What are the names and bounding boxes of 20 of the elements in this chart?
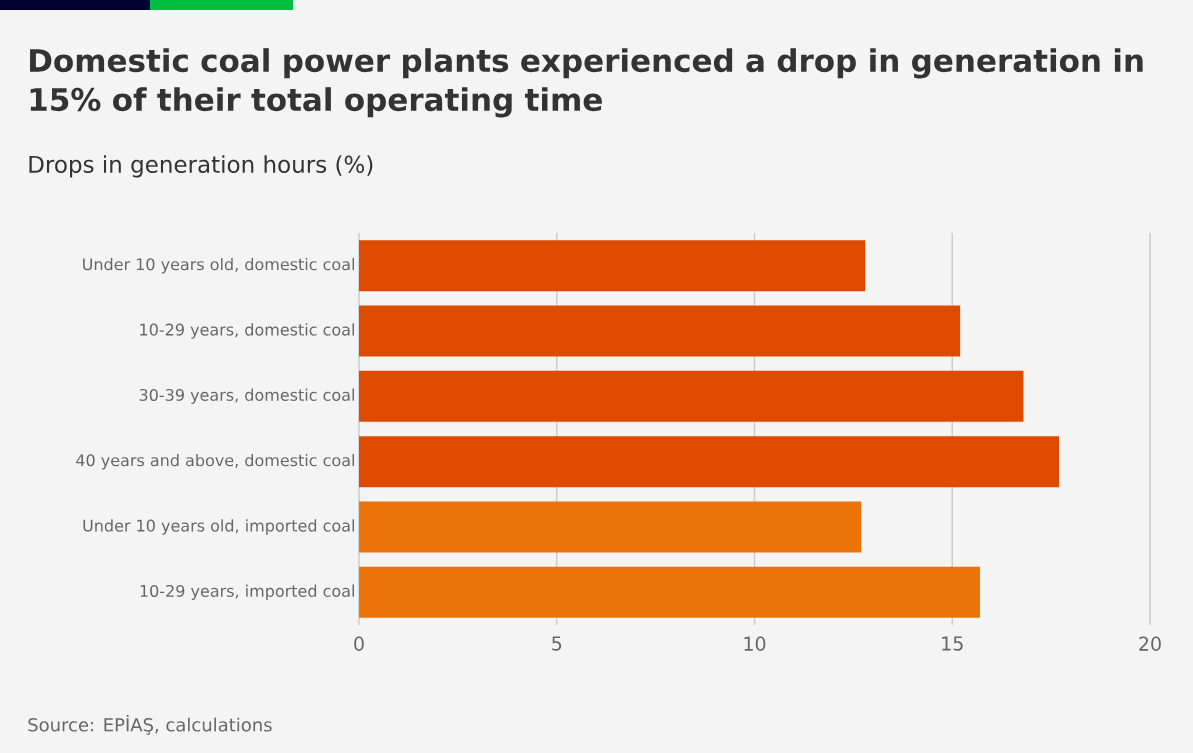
chart-title: Domestic coal power plants experienced a drop in generation in 15% of their total operating time xyxy=(30,48,1143,118)
x-tick-label: 15 xyxy=(942,636,963,651)
bar xyxy=(359,370,1024,422)
bar xyxy=(359,305,961,357)
bar xyxy=(359,566,980,618)
bar xyxy=(359,436,1060,488)
source-note: Source: EPİAŞ, calculations xyxy=(28,714,272,735)
y-tick-label: 30-39 years, domestic coal xyxy=(139,388,354,405)
y-tick-label: Under 10 years old, imported coal xyxy=(83,519,354,535)
y-tick-label: 40 years and above, domestic coal xyxy=(76,453,354,470)
y-tick-label: Under 10 years old, domestic coal xyxy=(83,257,354,274)
y-tick-label: 10-29 years, imported coal xyxy=(140,584,354,601)
x-tick-label: 0 xyxy=(354,636,364,651)
x-tick-label: 10 xyxy=(744,636,766,651)
chart-subtitle: Drops in generation hours (%) xyxy=(29,155,373,178)
x-tick-label: 20 xyxy=(1139,636,1161,651)
x-tick-label: 5 xyxy=(552,636,562,651)
bar xyxy=(359,501,862,553)
bar xyxy=(359,240,866,292)
y-tick-label: 10-29 years, domestic coal xyxy=(140,323,354,339)
